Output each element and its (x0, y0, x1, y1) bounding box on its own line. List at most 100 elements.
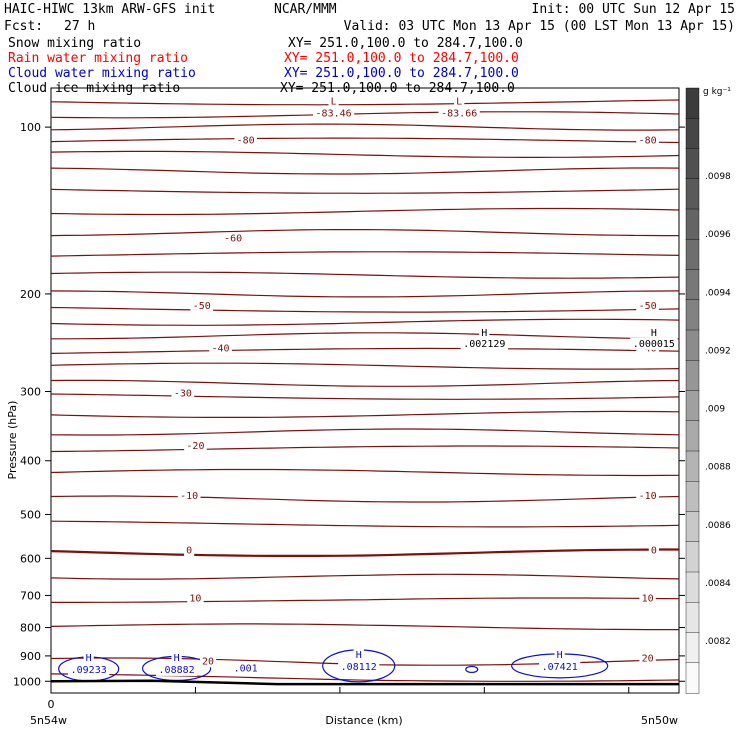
colorbar-segment (685, 420, 700, 452)
isotherm-line (50, 137, 680, 144)
colorbar-segment (685, 632, 700, 664)
low-marker: L (331, 96, 337, 107)
colorbar-segment (685, 662, 700, 694)
isotherm-label: -50 (193, 301, 211, 312)
fcst-label: Fcst: (4, 19, 43, 34)
isotherm-line (51, 597, 680, 603)
isotherm-line (50, 167, 680, 175)
isotherm-line (50, 123, 680, 131)
isotherm-line (50, 251, 680, 257)
x-start-label: 5n54w (30, 714, 67, 727)
field-xy-snow: XY= 251.0,100.0 to 284.7,100.0 (288, 36, 523, 51)
isotherm-label: 0 (186, 545, 192, 556)
y-tick-label: 200 (20, 288, 41, 301)
water-max-marker: H (174, 653, 180, 664)
colorbar-segment (685, 299, 700, 331)
colorbar-segment (685, 239, 700, 271)
terrain-line (50, 679, 679, 686)
isotherm-label: 20 (642, 654, 654, 665)
water-max-value-bg (156, 663, 198, 676)
ice-max-value-bg (460, 337, 509, 350)
colorbar-segment (685, 360, 700, 392)
colorbar-label: .0088 (705, 463, 731, 473)
isotherm-label-bg (184, 544, 195, 557)
isotherm-label: -50 (639, 301, 657, 312)
water-max-value: .08882 (159, 665, 195, 676)
water-max-marker: H (557, 650, 563, 661)
isotherm-line (50, 188, 680, 194)
low-value-bg (438, 107, 480, 120)
isotherm-line (50, 150, 680, 158)
contour-labels: -80-80-60-50-50-40-40-30-20-10-100010102… (68, 95, 678, 676)
ice-max-value: .000015 (633, 339, 675, 350)
water-max-value: .001 (234, 664, 258, 675)
isotherm-label-bg (636, 490, 659, 503)
isotherm-line (50, 548, 679, 557)
isotherm-label-bg (636, 134, 659, 147)
colorbar-label: .0096 (705, 230, 731, 240)
water-max-value-bg (539, 660, 581, 673)
water-max-marker-bg (353, 648, 364, 661)
ice-max-marker: H (481, 328, 487, 339)
low-value: -83.46 (316, 108, 352, 119)
low-value: -83.66 (441, 108, 477, 119)
plot-frame (50, 87, 680, 694)
org-label: NCAR/MMM (274, 2, 337, 17)
ice-max-marker-bg (479, 326, 490, 339)
isotherm-line (50, 318, 680, 326)
y-tick-label: 500 (20, 508, 41, 521)
colorbar-label: .0094 (705, 288, 731, 298)
water-max-marker-bg (554, 648, 565, 661)
low-marker-bg (454, 95, 465, 108)
isotherm-label: -40 (212, 343, 230, 354)
isotherm-label-bg (648, 544, 659, 557)
colorbar-segment (685, 481, 700, 513)
isotherm-label-bg (636, 300, 659, 313)
isotherm-label-bg (190, 300, 214, 313)
isotherm-line (50, 573, 680, 580)
colorbar-label: .0084 (705, 579, 731, 589)
y-axis-label: Pressure (hPa) (6, 401, 19, 480)
temperature-contours (50, 99, 680, 682)
isotherm-label-bg (187, 592, 204, 605)
isotherm-label: -10 (180, 491, 198, 502)
isotherm-line (51, 332, 680, 340)
cloud-water-contours (58, 649, 609, 683)
colorbar-segment (685, 178, 700, 210)
valid-time: Valid: 03 UTC Mon 13 Apr 15 (00 LST Mon … (344, 19, 735, 34)
colorbar-units: g kg⁻¹ (703, 87, 731, 97)
y-tick-label: 1000 (13, 675, 41, 688)
x-axis-label: Distance (km) (325, 714, 402, 727)
colorbar-segment (685, 87, 700, 119)
colorbar-segment (685, 602, 700, 634)
colorbar-label: .0092 (705, 346, 731, 356)
isotherm-line (50, 271, 680, 279)
isotherm-line (50, 445, 680, 453)
water-max-value-bg (68, 663, 110, 676)
low-marker-bg (328, 95, 339, 108)
init-time: Init: 00 UTC Sun 12 Apr 15 (532, 2, 736, 17)
ice-max-value-bg (630, 337, 678, 350)
colorbar-segment (685, 208, 700, 240)
colorbar-segment (685, 541, 700, 573)
isotherm-label-bg (199, 655, 217, 668)
isotherm-label: -30 (174, 388, 192, 399)
field-name-rain: Rain water mixing ratio (8, 51, 188, 66)
water-max-value: .09233 (71, 665, 107, 676)
y-tick-label: 800 (20, 622, 41, 635)
low-marker: L (456, 96, 462, 107)
isotherm-line (50, 229, 679, 237)
isotherm-label: 10 (642, 594, 654, 605)
colorbar-label: .0098 (705, 172, 731, 182)
water-max-marker-bg (171, 651, 182, 664)
water-max-marker-bg (83, 651, 94, 664)
colorbar-segment (685, 390, 700, 422)
isotherm-line (50, 623, 679, 631)
isotherm-label: -20 (186, 441, 204, 452)
isotherm-label-bg (221, 232, 245, 245)
water-max-marker: H (356, 650, 362, 661)
isotherm-line (50, 428, 680, 436)
isotherm-line (50, 207, 680, 216)
ice-max-marker-bg (648, 326, 659, 339)
